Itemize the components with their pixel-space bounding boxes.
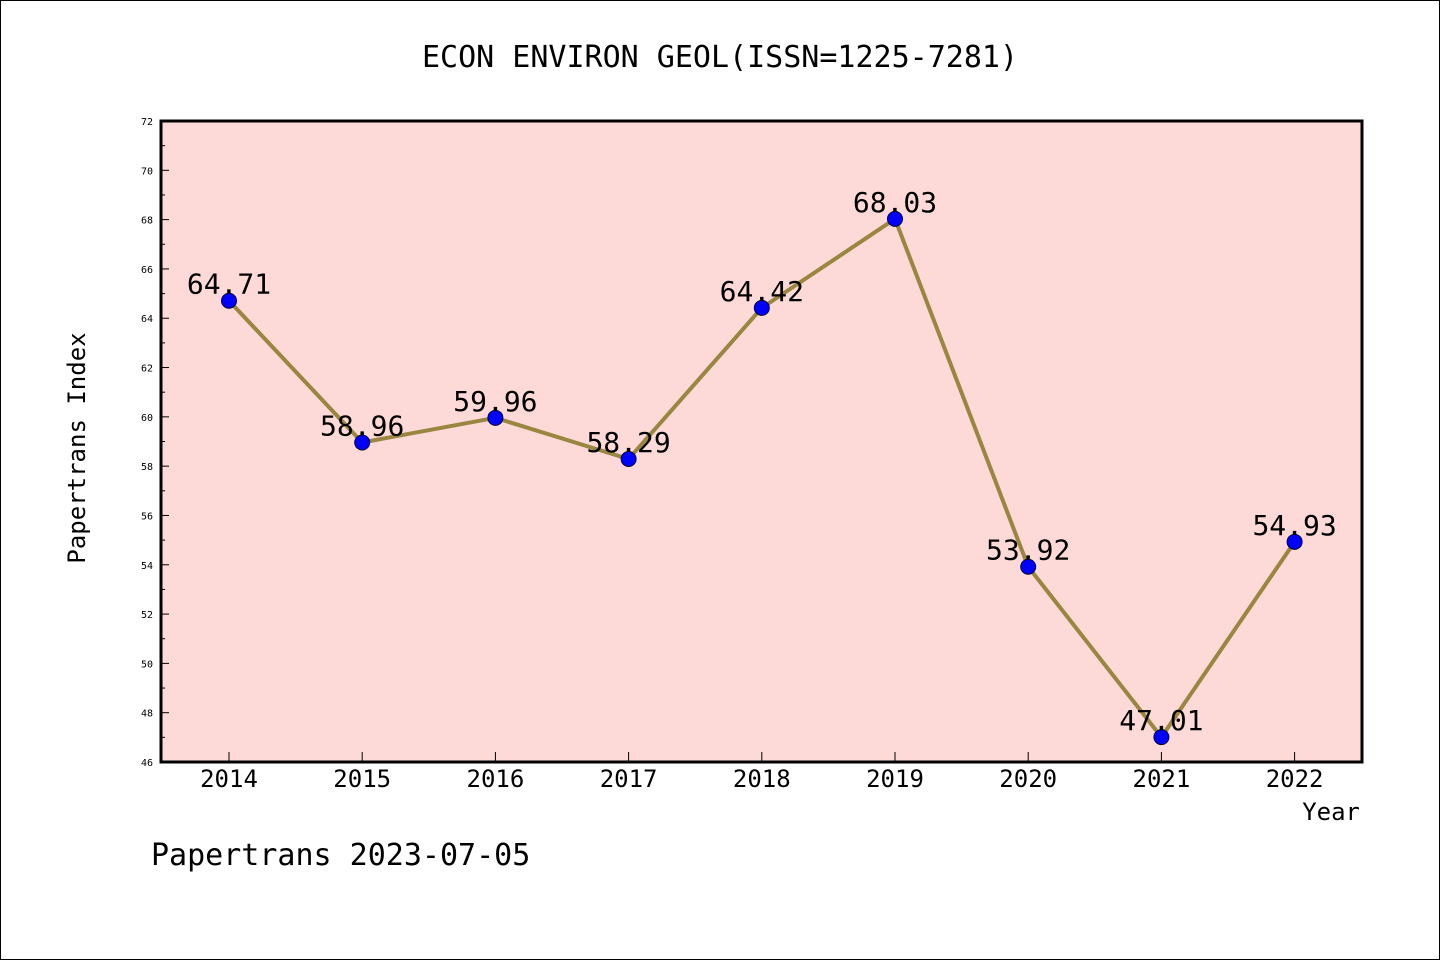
x-tick-label: 2019 bbox=[866, 765, 924, 793]
y-tick-label: 66 bbox=[141, 265, 153, 276]
data-label: 58.96 bbox=[320, 409, 404, 442]
y-tick-label: 64 bbox=[141, 314, 153, 325]
x-tick-label: 2022 bbox=[1266, 765, 1324, 793]
y-tick-label: 68 bbox=[141, 216, 153, 227]
y-axis-label: Papertrans Index bbox=[63, 332, 91, 563]
x-tick-label: 2017 bbox=[600, 765, 658, 793]
chart-title: ECON ENVIRON GEOL(ISSN=1225-7281) bbox=[422, 40, 1018, 75]
y-axis: 46 48 50 52 54 56 58 60 62 64 66 68 70 72 bbox=[141, 117, 169, 769]
data-point bbox=[887, 210, 903, 227]
y-tick-label: 50 bbox=[141, 659, 153, 670]
data-labels: 64.71 58.96 59.96 58.29 64.42 68.03 53.92 47.01… bbox=[187, 186, 1337, 737]
data-point bbox=[221, 292, 237, 309]
data-point bbox=[1153, 729, 1170, 746]
data-point bbox=[753, 299, 770, 316]
series bbox=[221, 210, 1303, 746]
x-tick-label: 2014 bbox=[200, 765, 258, 793]
data-label: 47.01 bbox=[1119, 704, 1203, 737]
data-label: 58.29 bbox=[586, 426, 670, 459]
data-point bbox=[1286, 533, 1303, 550]
x-tick-label: 2018 bbox=[733, 765, 791, 793]
x-axis-label: Year bbox=[1302, 798, 1360, 826]
y-tick-label: 46 bbox=[141, 758, 153, 769]
y-tick-label: 70 bbox=[141, 166, 153, 177]
data-label: 64.42 bbox=[720, 275, 804, 308]
y-tick-label: 58 bbox=[141, 462, 153, 473]
y-tick-label: 52 bbox=[141, 610, 153, 621]
x-tick-label: 2016 bbox=[467, 765, 525, 793]
x-tick-label: 2021 bbox=[1133, 765, 1191, 793]
data-point bbox=[620, 451, 637, 468]
data-point bbox=[1020, 558, 1037, 575]
x-tick-label: 2015 bbox=[333, 765, 391, 793]
x-axis: 2014 2015 2016 2017 2018 2019 2020 2021 2022 bbox=[200, 752, 1323, 793]
data-label: 54.93 bbox=[1252, 509, 1336, 542]
data-point bbox=[487, 409, 504, 426]
y-tick-label: 56 bbox=[141, 511, 153, 522]
data-point bbox=[354, 434, 371, 451]
y-tick-label: 54 bbox=[141, 561, 153, 572]
y-tick-label: 72 bbox=[141, 117, 153, 128]
data-label: 59.96 bbox=[453, 385, 537, 418]
data-label: 68.03 bbox=[853, 186, 937, 219]
data-label: 53.92 bbox=[986, 534, 1070, 567]
data-label: 64.71 bbox=[187, 268, 271, 301]
x-tick-label: 2020 bbox=[999, 765, 1057, 793]
footer-text: Papertrans 2023-07-05 bbox=[151, 838, 530, 873]
y-tick-label: 48 bbox=[141, 709, 153, 720]
y-tick-label: 62 bbox=[141, 364, 153, 375]
y-tick-label: 60 bbox=[141, 413, 153, 424]
